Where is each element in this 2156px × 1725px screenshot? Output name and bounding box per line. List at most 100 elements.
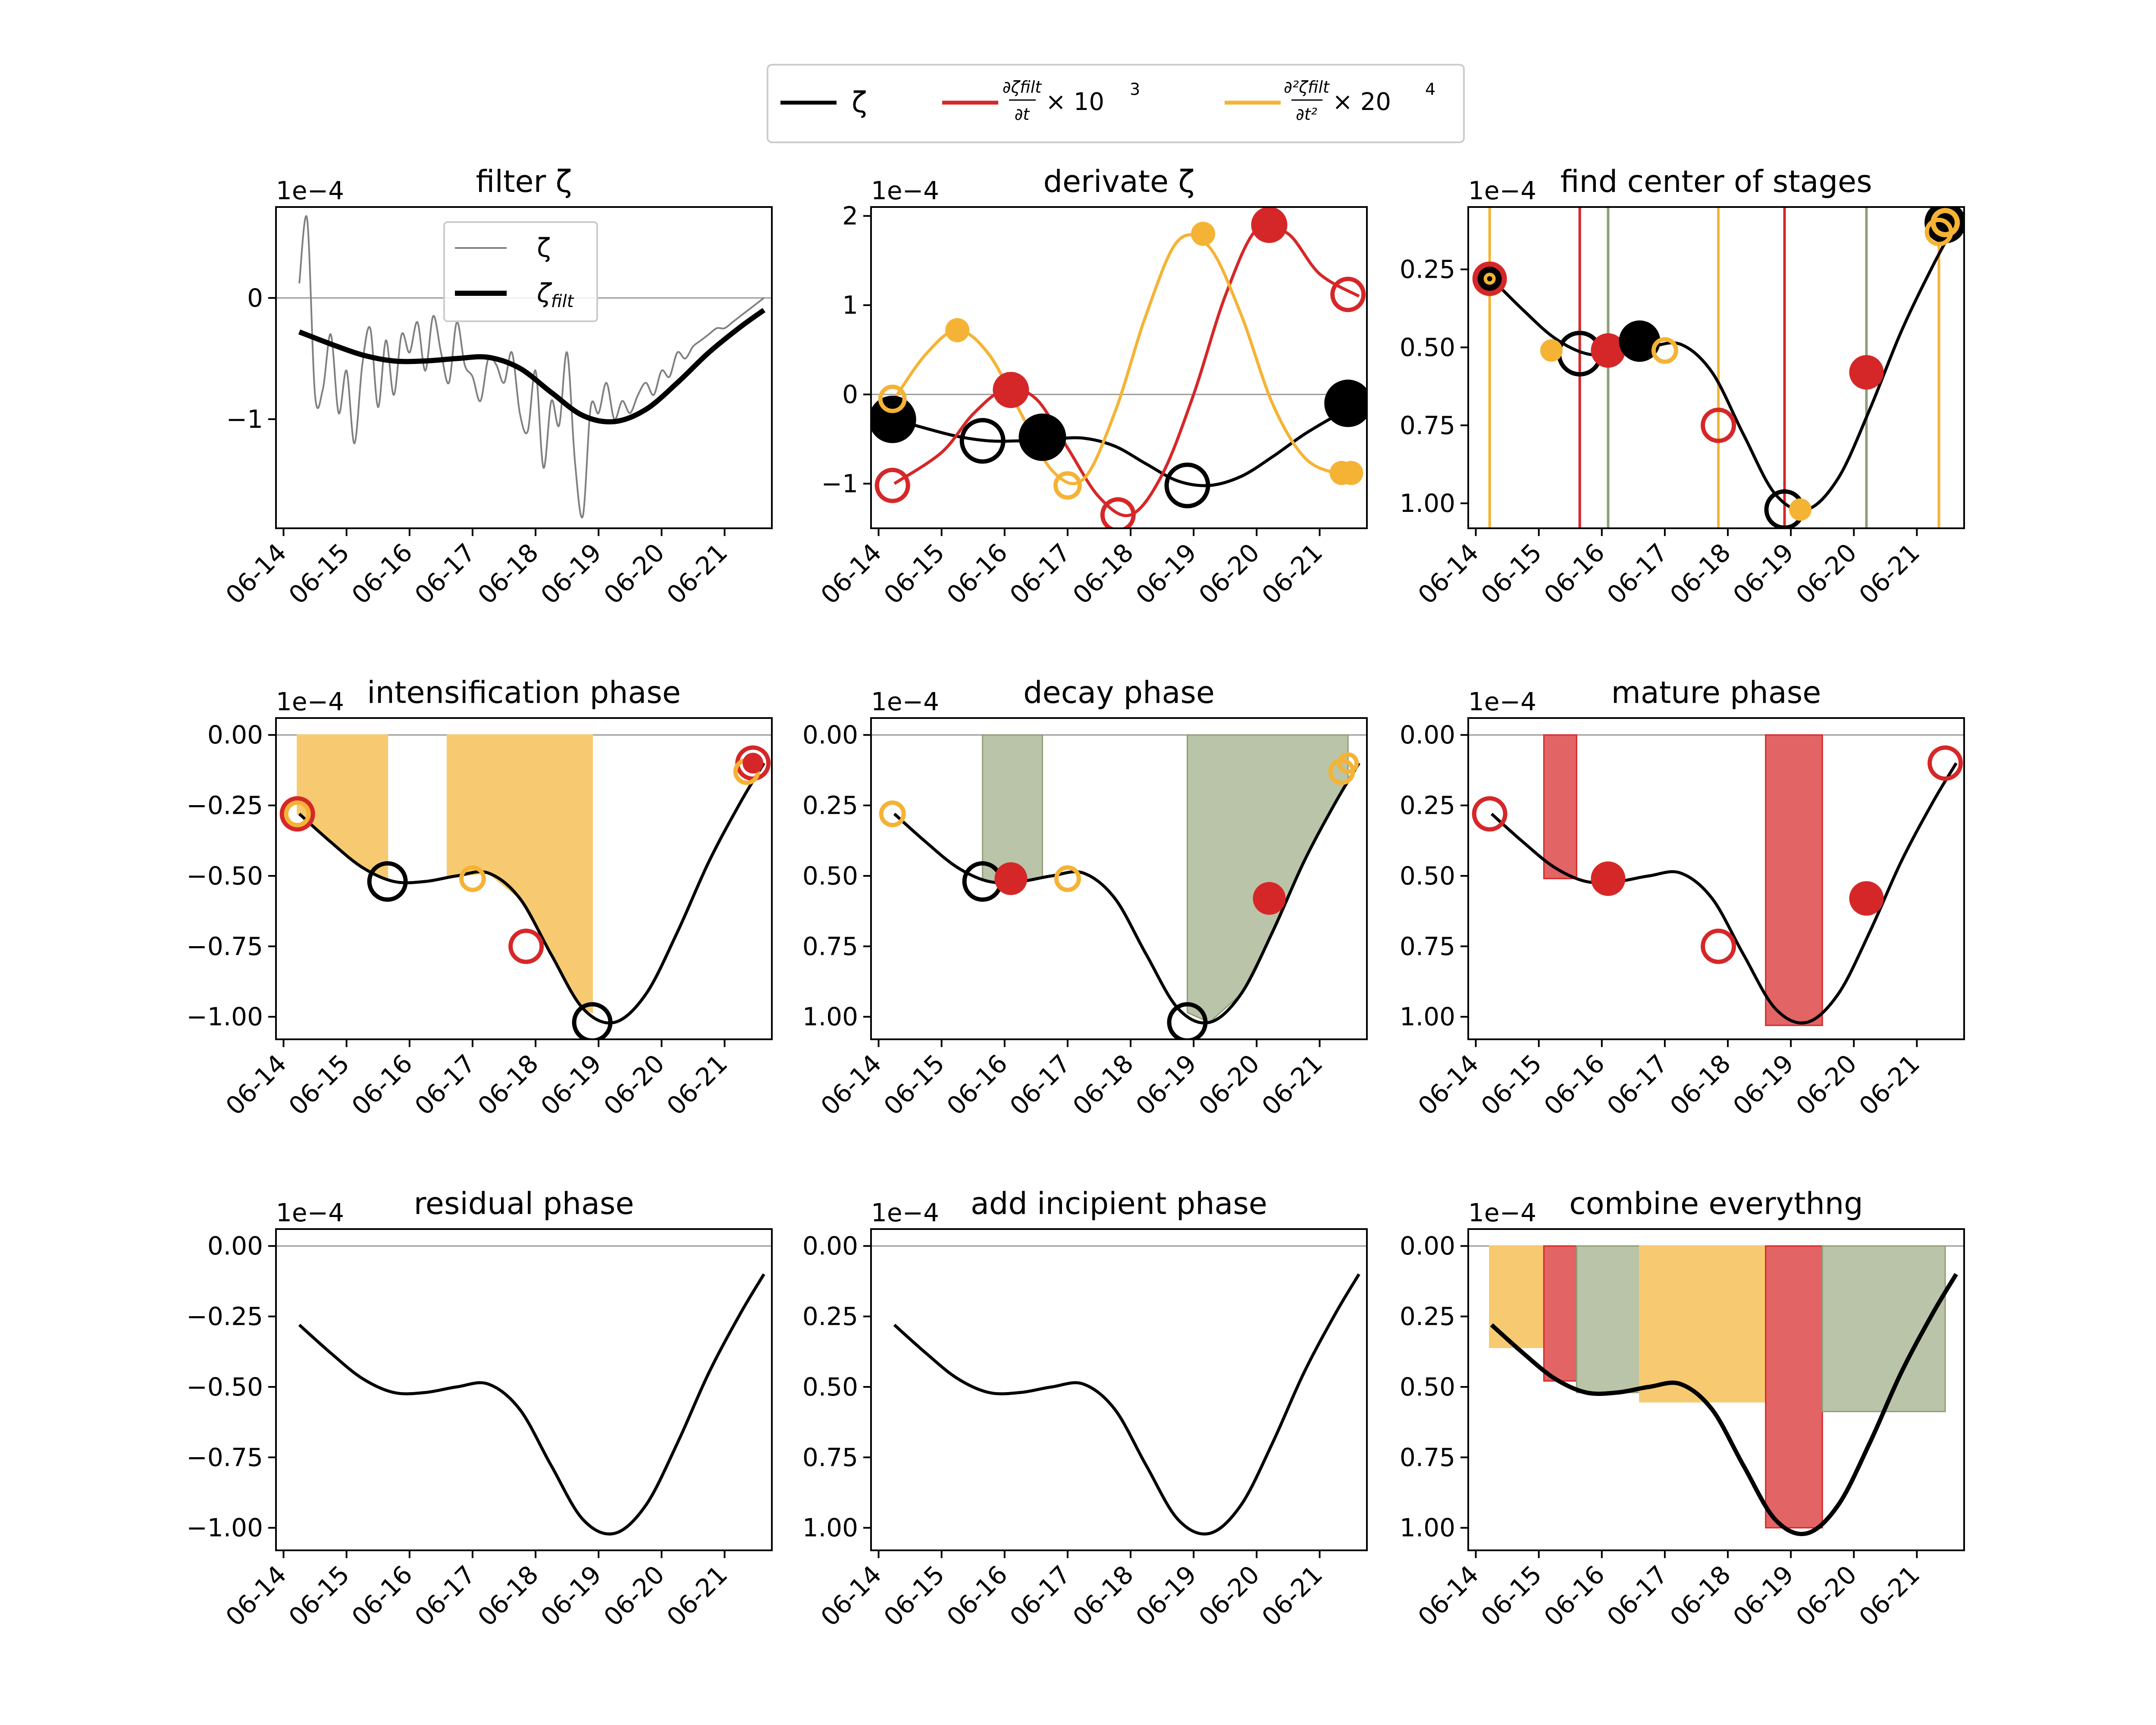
series-line-zeta-filt — [893, 1273, 1360, 1536]
y-tick-label: 0.00 — [802, 1231, 858, 1261]
marker-point — [1619, 320, 1661, 362]
x-tick-label: 06-19 — [1727, 1560, 1799, 1632]
panel-6: mature phase 1e−4 0.00 0.25 0.50 0.75 1.00 06-1… — [1400, 675, 1965, 1121]
legend-frame — [767, 64, 1465, 143]
x-tick-label: 06-19 — [535, 1049, 607, 1121]
y-offset-label: 1e−4 — [871, 1198, 939, 1227]
marker-point — [1018, 413, 1066, 461]
plot-area — [1472, 207, 1964, 528]
marker-point — [879, 800, 906, 828]
series-line-zeta-raw — [298, 215, 765, 518]
phase-band — [1543, 734, 1577, 879]
marker-point — [284, 800, 311, 828]
x-tick-label: 06-19 — [1130, 538, 1202, 610]
marker-point — [1251, 207, 1288, 243]
x-tick-label: 06-16 — [1538, 1049, 1610, 1121]
marker-point — [1651, 337, 1678, 364]
x-tick-label: 06-16 — [346, 538, 418, 610]
marker-point — [1540, 339, 1563, 362]
figure-legend: ζ ∂ζfilt ∂t × 10 3 ∂²ζfilt ∂t² × 20 4 — [767, 64, 1465, 143]
y-tick-label: 1.00 — [802, 1002, 858, 1032]
x-tick-label: 06-17 — [1601, 1049, 1673, 1121]
axes-frame — [870, 1228, 1368, 1551]
x-tick-label: 06-18 — [472, 1049, 544, 1121]
chart-title: decay phase — [1023, 675, 1215, 710]
y-tick-label: 1.00 — [802, 1513, 858, 1543]
x-tick-label: 06-21 — [1853, 538, 1925, 610]
y-tick-label: 0.75 — [1400, 411, 1455, 440]
x-tick-label: 06-16 — [346, 1560, 418, 1632]
panel-3: find center of stages 1e−4 0.25 0.50 0.75 1.0… — [1400, 164, 1965, 610]
x-tick-label: 06-14 — [220, 1049, 292, 1121]
legend-label-first-derivative-sup: 3 — [1130, 80, 1140, 99]
x-tick-label: 06-16 — [941, 1049, 1013, 1121]
y-tick-label: 0.00 — [1400, 1231, 1455, 1261]
phase-band — [1543, 1245, 1577, 1382]
x-tick-label: 06-19 — [1130, 1560, 1202, 1632]
x-tick-label: 06-21 — [661, 1049, 733, 1121]
plot-area — [276, 734, 772, 1039]
marker-point — [1924, 217, 1953, 246]
y-tick-label: 0 — [247, 283, 263, 313]
x-tick-label: 06-18 — [472, 1560, 544, 1632]
y-tick-label: 0.25 — [1400, 791, 1455, 820]
plot-area — [276, 1245, 772, 1536]
x-tick-label: 06-17 — [409, 1049, 481, 1121]
marker-point — [994, 862, 1028, 895]
x-tick-label: 06-15 — [878, 538, 950, 610]
plot-area — [1468, 734, 1964, 1026]
x-tick-label: 06-18 — [1664, 1049, 1736, 1121]
series-line-zeta-filt — [1490, 1273, 1958, 1536]
phase-band — [1821, 1245, 1946, 1412]
axes-frame — [1467, 206, 1965, 529]
chart-title: intensification phase — [367, 675, 681, 710]
x-tick-label: 06-20 — [1193, 1049, 1265, 1121]
plot-area: ζ ζfilt — [276, 215, 772, 518]
marker-point — [1591, 333, 1626, 368]
series-line-0 — [894, 402, 1360, 487]
marker-point — [993, 372, 1029, 408]
x-tick-label: 06-15 — [283, 538, 355, 610]
x-tick-label: 06-16 — [941, 538, 1013, 610]
phase-band — [1765, 1245, 1823, 1529]
marker-point — [743, 753, 764, 774]
x-tick-label: 06-17 — [409, 1560, 481, 1632]
marker-point — [1053, 471, 1082, 500]
y-tick-label: 0.75 — [1400, 1443, 1455, 1472]
x-tick-label: 06-20 — [1193, 1560, 1265, 1632]
x-tick-label: 06-16 — [941, 1560, 1013, 1632]
marker-point — [1337, 752, 1359, 774]
marker-point — [1054, 865, 1081, 892]
x-tick-label: 06-20 — [1790, 538, 1862, 610]
axes-frame — [275, 206, 773, 529]
x-tick-label: 06-18 — [1664, 1560, 1736, 1632]
legend-label-second-derivative-sup: 4 — [1425, 80, 1435, 99]
panel-2: derivate ζ1e−4210−106-1406-1506-1606-170… — [815, 164, 1368, 610]
panel-9: combine everythng 1e−4 0.00 0.25 0.50 0.75 1.0… — [1400, 1186, 1965, 1632]
marker-point — [1164, 462, 1210, 508]
legend-label-second-derivative-num: ∂²ζfilt — [1284, 78, 1330, 97]
chart-title: filter ζ — [476, 164, 572, 199]
x-tick-label: 06-18 — [472, 538, 544, 610]
marker-point — [459, 865, 486, 892]
plot-area — [1468, 1245, 1964, 1536]
x-tick-label: 06-21 — [1853, 1560, 1925, 1632]
phase-band — [1576, 1245, 1640, 1393]
phase-band — [982, 734, 1043, 882]
y-tick-label: −0.50 — [186, 861, 263, 891]
axes-frame — [1467, 1228, 1965, 1551]
x-tick-label: 06-20 — [598, 1560, 670, 1632]
legend-label-first-derivative-suffix: × 10 — [1046, 88, 1104, 116]
x-tick-label: 06-18 — [1067, 538, 1139, 610]
y-tick-label: −0.25 — [186, 791, 263, 820]
x-tick-label: 06-18 — [1067, 1560, 1139, 1632]
y-tick-label: 0.25 — [1400, 255, 1455, 284]
marker-point — [1253, 882, 1286, 915]
x-tick-label: 06-15 — [878, 1049, 950, 1121]
series-line-zeta-filt — [298, 308, 766, 425]
x-tick-label: 06-14 — [220, 1560, 292, 1632]
x-tick-label: 06-15 — [1475, 1560, 1547, 1632]
marker-point — [878, 384, 907, 413]
marker-point — [959, 418, 1006, 464]
